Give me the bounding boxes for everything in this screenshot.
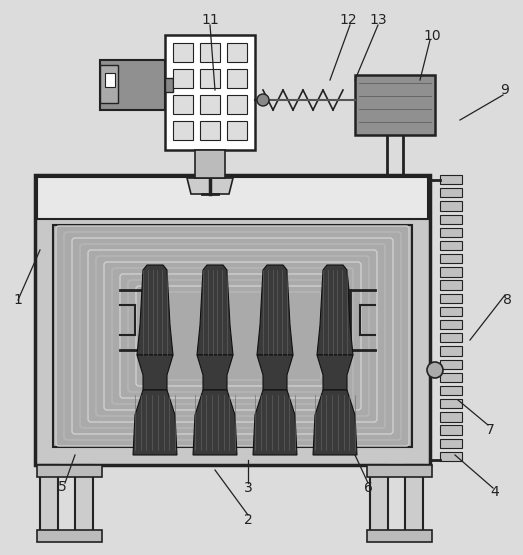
Text: 5: 5 [58, 480, 66, 494]
Polygon shape [197, 265, 233, 355]
Bar [440, 452, 462, 461]
Polygon shape [257, 265, 293, 355]
Text: 10: 10 [423, 29, 441, 43]
Bar [100, 60, 165, 110]
Bar [370, 465, 388, 535]
Circle shape [257, 94, 269, 106]
Bar [227, 95, 247, 114]
Text: 11: 11 [201, 13, 219, 27]
Text: 2: 2 [244, 513, 253, 527]
Bar [440, 241, 462, 250]
Bar [227, 43, 247, 62]
Bar [440, 201, 462, 210]
Bar [405, 465, 423, 535]
Bar [200, 121, 220, 140]
Polygon shape [313, 390, 357, 455]
Bar [173, 121, 193, 140]
Bar [200, 95, 220, 114]
Bar [440, 215, 462, 224]
Text: 4: 4 [491, 485, 499, 499]
Bar [173, 43, 193, 62]
Bar [440, 438, 462, 448]
Bar [165, 78, 173, 92]
Bar [75, 465, 93, 535]
Bar [440, 175, 462, 184]
Polygon shape [133, 390, 177, 455]
Text: 6: 6 [363, 481, 372, 495]
Text: 13: 13 [369, 13, 387, 27]
Bar [165, 35, 255, 150]
Bar [440, 294, 462, 303]
Bar [37, 177, 428, 219]
Text: 8: 8 [503, 293, 511, 307]
Bar [440, 280, 462, 290]
Bar [440, 333, 462, 342]
Text: 1: 1 [14, 293, 22, 307]
Text: 3: 3 [244, 481, 253, 495]
Polygon shape [197, 355, 233, 390]
Circle shape [427, 362, 443, 378]
Bar [440, 426, 462, 435]
Polygon shape [137, 355, 173, 390]
Polygon shape [253, 390, 297, 455]
Bar [37, 530, 102, 542]
Bar [200, 43, 220, 62]
Bar [440, 268, 462, 276]
Bar [367, 465, 432, 477]
Text: 12: 12 [339, 13, 357, 27]
Bar [440, 320, 462, 329]
Bar [227, 121, 247, 140]
Bar [440, 360, 462, 369]
Bar [40, 465, 58, 535]
Bar [440, 228, 462, 237]
Bar [440, 373, 462, 382]
Bar [173, 95, 193, 114]
Bar [100, 65, 118, 103]
Bar [35, 175, 430, 465]
Bar [105, 73, 115, 87]
Bar [440, 188, 462, 198]
Bar [355, 75, 435, 135]
Bar [440, 412, 462, 421]
Polygon shape [257, 355, 293, 390]
Bar [173, 69, 193, 88]
Bar [440, 399, 462, 408]
Bar [195, 150, 225, 178]
Bar [367, 530, 432, 542]
Bar [440, 254, 462, 263]
Bar [37, 465, 102, 477]
Text: 9: 9 [501, 83, 509, 97]
Polygon shape [137, 265, 173, 355]
Text: 7: 7 [486, 423, 494, 437]
Bar [227, 69, 247, 88]
Polygon shape [193, 390, 237, 455]
Polygon shape [317, 265, 353, 355]
Bar [440, 346, 462, 356]
Bar [440, 307, 462, 316]
Polygon shape [317, 355, 353, 390]
Bar [53, 225, 412, 447]
Bar [440, 386, 462, 395]
Polygon shape [187, 178, 233, 194]
Bar [200, 69, 220, 88]
